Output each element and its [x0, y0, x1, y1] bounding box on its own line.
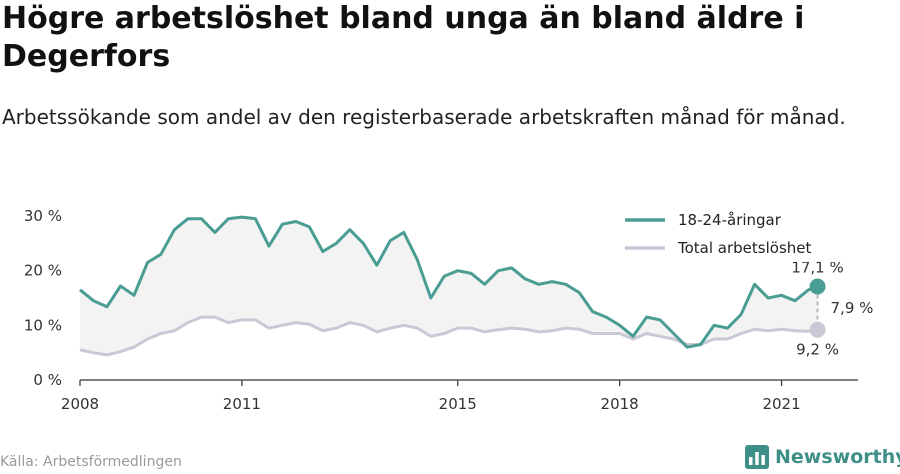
gap-band [80, 217, 818, 355]
chart-title: Högre arbetslöshet bland unga än bland ä… [2, 1, 805, 74]
y-tick-label: 10 % [24, 316, 62, 334]
x-tick-label: 2021 [762, 395, 800, 413]
chart-subtitle: Arbetssökande som andel av den registerb… [2, 105, 846, 129]
x-tick-label: 2011 [223, 395, 261, 413]
end-point-total [809, 321, 826, 338]
legend-label: Total arbetslöshet [677, 239, 812, 257]
x-tick-label: 2015 [439, 395, 477, 413]
y-tick-label: 20 % [24, 262, 62, 280]
legend-box [619, 208, 845, 262]
y-tick-label: 30 % [24, 207, 62, 225]
brand-name: Newsworthy [775, 446, 900, 468]
gap-label: 7,9 % [831, 299, 874, 317]
x-tick-label: 2008 [61, 395, 99, 413]
end-point-youth [809, 278, 826, 295]
source-note: Källa: Arbetsförmedlingen [0, 454, 182, 470]
series-line-youth [79, 215, 819, 349]
y-tick-label: 0 % [33, 371, 62, 389]
brand-logo: Newsworthy [745, 442, 900, 472]
end-label-youth: 17,1 % [791, 259, 843, 277]
bar-chart-logo-icon [745, 445, 769, 469]
legend-label: 18-24-åringar [678, 211, 782, 229]
x-tick-label: 2018 [601, 395, 639, 413]
end-label-total: 9,2 % [796, 341, 839, 359]
